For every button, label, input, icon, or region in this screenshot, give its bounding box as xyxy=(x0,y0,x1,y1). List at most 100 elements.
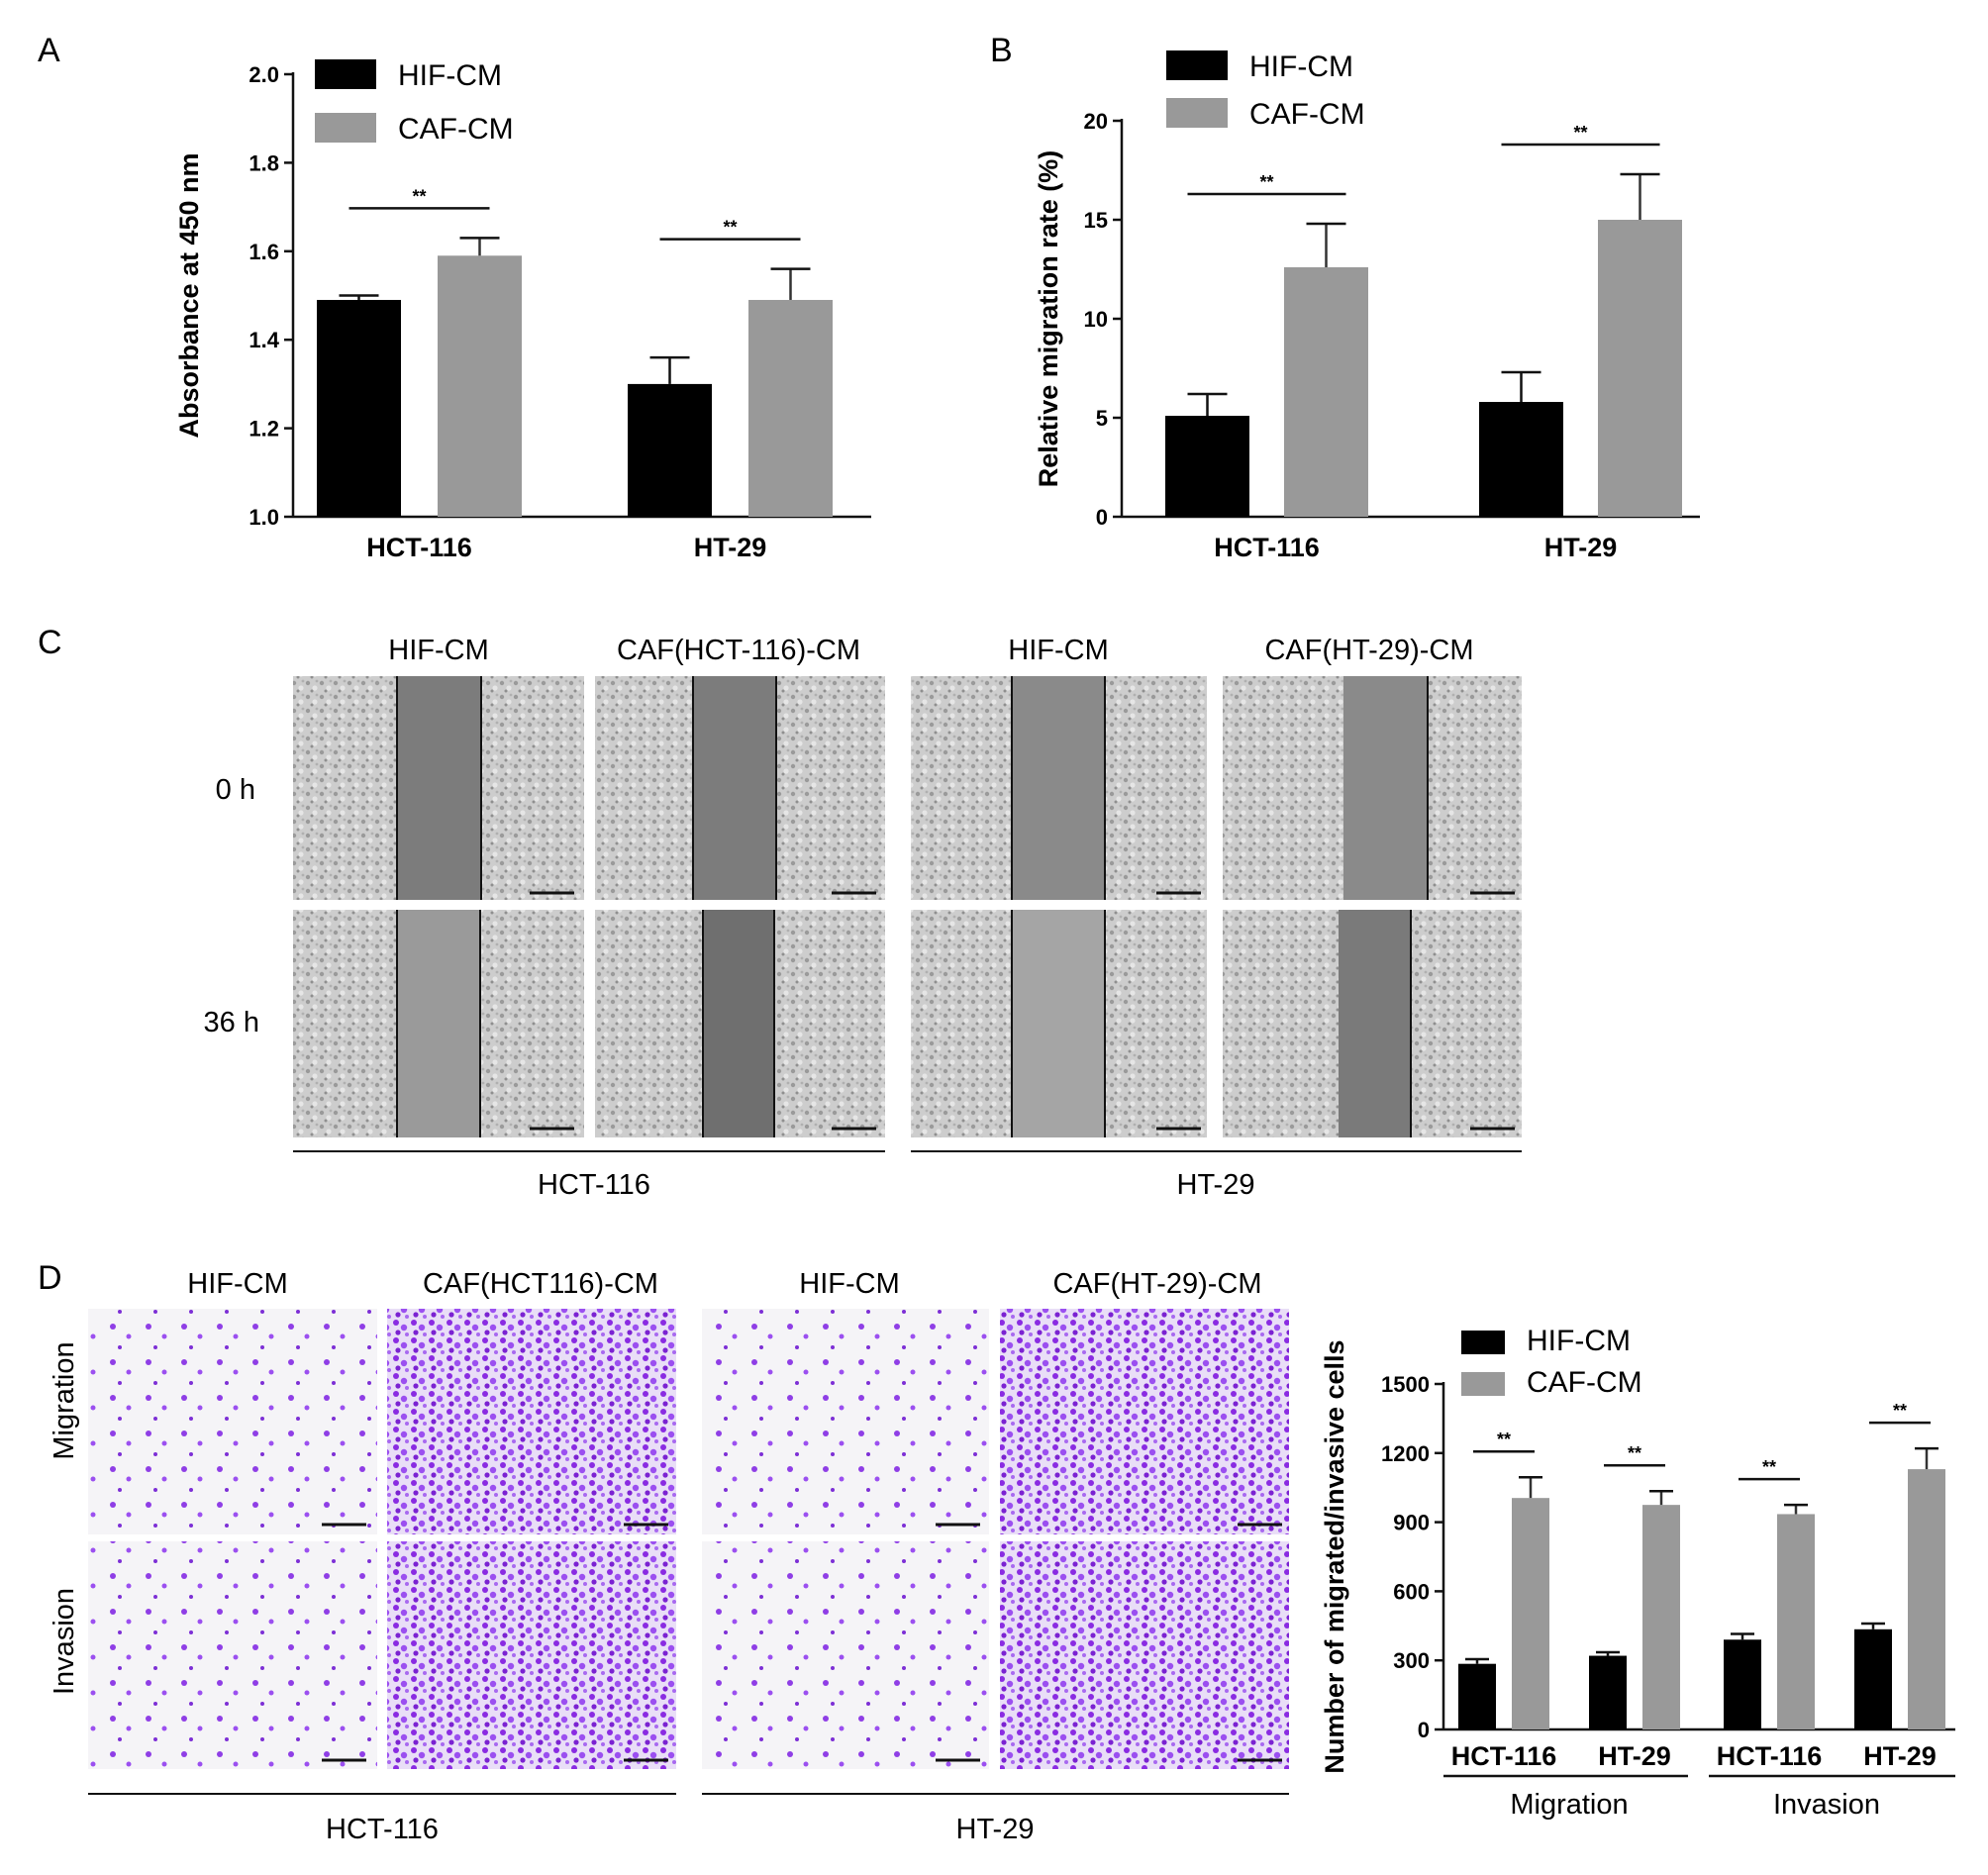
transwell-image-invasion-1 xyxy=(88,1541,377,1769)
y-tick-label: 10 xyxy=(1084,307,1108,332)
scratch-image-36h-1 xyxy=(293,910,584,1137)
significance-label: ** xyxy=(1762,1457,1776,1477)
bar xyxy=(1512,1498,1549,1729)
scratch-row-label-36h: 36 h xyxy=(204,1007,259,1038)
bar xyxy=(1598,220,1682,517)
transwell-image-migration-3 xyxy=(702,1309,989,1534)
transwell-column-label-3: HIF-CM xyxy=(799,1268,899,1300)
y-tick-label: 1.4 xyxy=(248,328,279,352)
panel-label-a: A xyxy=(38,32,60,69)
y-tick-label: 300 xyxy=(1393,1648,1430,1673)
bar xyxy=(1908,1469,1945,1729)
legend-swatch xyxy=(315,113,376,143)
y-tick-label: 1200 xyxy=(1381,1441,1430,1466)
y-tick-label: 20 xyxy=(1084,109,1108,134)
y-axis-title: Absorbance at 450 nm xyxy=(174,152,204,438)
significance-label: ** xyxy=(1259,172,1273,192)
legend-swatch xyxy=(315,59,376,89)
panel-label-d: D xyxy=(38,1259,62,1297)
transwell-column-label-4: CAF(HT-29)-CM xyxy=(1052,1268,1261,1300)
bar xyxy=(1479,402,1563,517)
significance-label: ** xyxy=(1497,1430,1511,1449)
legend-label: HIF-CM xyxy=(1249,50,1353,83)
x-category-label: HCT-116 xyxy=(1717,1741,1823,1771)
scratch-image-0h-1 xyxy=(293,676,584,900)
legend-swatch xyxy=(1461,1331,1505,1354)
y-tick-label: 600 xyxy=(1393,1579,1430,1604)
bar xyxy=(1458,1663,1496,1729)
legend-label: HIF-CM xyxy=(398,59,502,92)
transwell-column-label-1: HIF-CM xyxy=(187,1268,287,1300)
scratch-image-36h-2 xyxy=(595,910,885,1137)
y-tick-label: 5 xyxy=(1096,406,1108,431)
x-category-label: HCT-116 xyxy=(366,533,472,562)
chart-a: 1.0 1.2 1.4 1.6 1.8 2.0 Absorbance at 450 nm HC… xyxy=(174,59,871,562)
scratch-column-label-4: CAF(HT-29)-CM xyxy=(1264,635,1473,666)
y-tick-label: 1.0 xyxy=(248,505,279,530)
scratch-image-0h-2 xyxy=(595,676,885,900)
scratch-column-label-1: HIF-CM xyxy=(388,635,488,666)
bar xyxy=(1589,1655,1627,1729)
bar xyxy=(748,299,833,517)
transwell-row-label-invasion: Invasion xyxy=(49,1588,80,1695)
transwell-assay-panel: HIF-CM CAF(HCT116)-CM HIF-CM CAF(HT-29)-… xyxy=(49,1268,1289,1845)
x-category-label: HT-29 xyxy=(1544,533,1618,562)
x-category-label: HT-29 xyxy=(1598,1741,1671,1771)
scratch-assay-panel: HIF-CM CAF(HCT-116)-CM HIF-CM CAF(HT-29)… xyxy=(204,635,1522,1201)
scratch-row-label-0h: 0 h xyxy=(216,774,255,806)
x-category-label: HT-29 xyxy=(694,533,767,562)
chart-d: 0 300 600 900 1200 1500 Number of migrated/inv… xyxy=(1320,1325,1955,1821)
y-tick-label: 0 xyxy=(1418,1718,1430,1742)
group-label-migration: Migration xyxy=(1510,1789,1628,1821)
scratch-image-0h-3 xyxy=(911,676,1207,900)
y-axis-title: Number of migrated/invasive cells xyxy=(1320,1339,1349,1773)
bar xyxy=(1724,1639,1761,1729)
scratch-image-36h-3 xyxy=(911,910,1207,1137)
y-tick-label: 0 xyxy=(1096,505,1108,530)
transwell-group-label-ht29: HT-29 xyxy=(956,1814,1035,1845)
y-tick-label: 1.2 xyxy=(248,417,279,442)
transwell-row-label-migration: Migration xyxy=(49,1341,80,1459)
legend-label: CAF-CM xyxy=(1249,98,1365,131)
panel-label-c: C xyxy=(38,624,62,661)
y-tick-label: 900 xyxy=(1393,1511,1430,1535)
transwell-image-migration-4 xyxy=(1000,1309,1289,1534)
bar xyxy=(1165,416,1249,517)
significance-label: ** xyxy=(1573,123,1587,143)
x-category-label: HT-29 xyxy=(1863,1741,1937,1771)
scratch-group-label-ht29: HT-29 xyxy=(1177,1169,1255,1201)
scratch-image-0h-4 xyxy=(1223,676,1522,900)
legend-label: HIF-CM xyxy=(1527,1325,1631,1357)
significance-label: ** xyxy=(412,186,426,206)
transwell-column-label-2: CAF(HCT116)-CM xyxy=(423,1268,658,1300)
bar xyxy=(1777,1514,1815,1729)
scratch-image-36h-4 xyxy=(1223,910,1522,1137)
scratch-column-label-2: CAF(HCT-116)-CM xyxy=(617,635,860,666)
transwell-group-label-hct116: HCT-116 xyxy=(326,1814,439,1845)
y-axis-title: Relative migration rate (%) xyxy=(1034,150,1063,488)
significance-label: ** xyxy=(723,218,737,238)
legend-label: CAF-CM xyxy=(1527,1366,1642,1399)
scratch-group-label-hct116: HCT-116 xyxy=(538,1169,650,1201)
y-tick-label: 1500 xyxy=(1381,1372,1430,1397)
bar xyxy=(317,299,401,517)
group-label-invasion: Invasion xyxy=(1773,1789,1880,1821)
bar xyxy=(1642,1505,1680,1729)
legend-label: CAF-CM xyxy=(398,113,514,146)
chart-b: 0 5 10 15 20 Relative migration rate (%) HCT-1… xyxy=(1034,50,1700,562)
transwell-image-invasion-3 xyxy=(702,1541,989,1769)
panel-label-b: B xyxy=(990,32,1013,69)
legend-swatch xyxy=(1461,1372,1505,1396)
x-category-label: HCT-116 xyxy=(1451,1741,1557,1771)
legend-swatch xyxy=(1166,98,1228,128)
bar xyxy=(1854,1628,1892,1729)
significance-label: ** xyxy=(1893,1401,1907,1421)
transwell-image-invasion-2 xyxy=(387,1541,676,1769)
legend-swatch xyxy=(1166,50,1228,80)
bar xyxy=(628,383,712,517)
y-tick-label: 2.0 xyxy=(248,62,279,87)
transwell-image-migration-1 xyxy=(88,1309,377,1534)
scratch-column-label-3: HIF-CM xyxy=(1008,635,1108,666)
y-tick-label: 15 xyxy=(1084,208,1108,233)
